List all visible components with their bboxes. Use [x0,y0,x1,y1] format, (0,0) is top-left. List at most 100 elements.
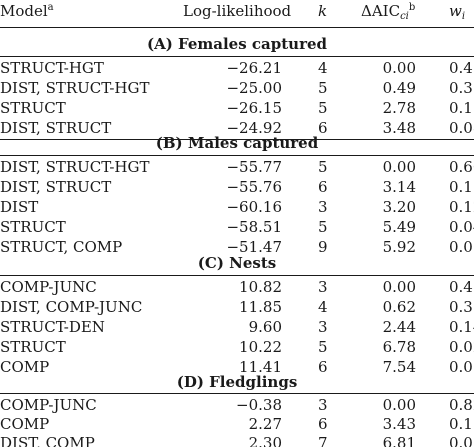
section-title-a: (A) Females captured [146,35,328,53]
delta-aic-cell: 7.54 [382,358,416,376]
k-cell: 5 [318,99,328,117]
model-cell: DIST [0,198,39,216]
section-title-d: (D) Fledglings [176,373,298,391]
log-likelihood-cell: −24.92 [226,119,282,137]
weight-cell: 0.04 [449,218,474,236]
k-cell: 3 [318,278,328,296]
delta-aic-cell: 5.49 [382,218,416,236]
log-likelihood-cell: 9.60 [248,318,282,336]
section-rule-b [0,155,474,156]
weight-cell: 0.15 [449,415,474,433]
delta-aic-cell: 0.00 [382,158,416,176]
k-cell: 3 [318,198,328,216]
weight-cell: 0.45 [449,59,474,77]
delta-aic-cell: 3.20 [382,198,416,216]
header-weight: wi [449,2,466,22]
model-cell: DIST, COMP [0,434,95,447]
model-cell: DIST, STRUCT-HGT [0,158,150,176]
log-likelihood-cell: −55.76 [226,178,282,196]
weight-cell: 0.12 [449,198,474,216]
weight-cell: 0.11 [449,99,474,117]
delta-aic-cell: 2.44 [382,318,416,336]
delta-aic-cell: 6.78 [382,338,416,356]
table-row: STRUCT −26.15 5 2.78 0.11 [0,98,474,118]
section-title-c: (C) Nests [197,254,277,272]
delta-aic-cell: 0.00 [382,278,416,296]
weight-cell: 0.47 [449,278,474,296]
log-likelihood-cell: −26.15 [226,99,282,117]
table-row: COMP 2.27 6 3.43 0.15 [0,414,474,434]
table-row: DIST −60.16 3 3.20 0.12 [0,197,474,217]
delta-aic-cell: 0.62 [382,298,416,316]
model-cell: STRUCT [0,338,66,356]
table-header-row: Modela Log-likelihood k ΔAICcib wi [0,1,474,22]
log-likelihood-cell: −60.16 [226,198,282,216]
model-cell: DIST, STRUCT-HGT [0,79,150,97]
weight-cell: 0.08 [449,119,474,137]
delta-aic-cell: 5.92 [382,238,416,256]
header-model: Modela [0,2,54,20]
k-cell: 3 [318,396,328,414]
table-row: DIST, STRUCT-HGT −55.77 5 0.00 0.60 [0,157,474,177]
section-rule-b-top [0,139,474,140]
model-cell: DIST, COMP-JUNC [0,298,143,316]
header-delta-aic: ΔAICcib [361,2,416,22]
log-likelihood-cell: −58.51 [226,218,282,236]
log-likelihood-cell: 11.41 [239,358,282,376]
weight-cell: 0.60 [449,158,474,176]
weight-cell: 0.02 [449,338,474,356]
delta-aic-cell: 0.00 [382,396,416,414]
log-likelihood-cell: −25.00 [226,79,282,97]
weight-cell: 0.82 [449,396,474,414]
model-cell: DIST, STRUCT [0,178,112,196]
log-likelihood-cell: 2.30 [248,434,282,447]
table-row: STRUCT, COMP −51.47 9 5.92 0.03 [0,237,474,257]
delta-aic-cell: 0.49 [382,79,416,97]
log-likelihood-cell: −51.47 [226,238,282,256]
log-likelihood-cell: −26.21 [226,59,282,77]
table-row: STRUCT-HGT −26.21 4 0.00 0.45 [0,58,474,78]
header-log-likelihood: Log-likelihood [183,2,292,20]
k-cell: 4 [318,298,328,316]
section-title-b: (B) Males captured [155,134,319,152]
log-likelihood-cell: 10.82 [239,278,282,296]
weight-cell: 0.13 [449,178,474,196]
k-cell: 6 [318,415,328,433]
table-row: DIST, STRUCT −24.92 6 3.48 0.08 [0,118,474,138]
model-cell: COMP [0,415,50,433]
log-likelihood-cell: 2.27 [248,415,282,433]
weight-cell: 0.03 [449,434,474,447]
log-likelihood-cell: −55.77 [226,158,282,176]
k-cell: 6 [318,178,328,196]
model-cell: STRUCT-HGT [0,59,104,77]
model-cell: COMP-JUNC [0,396,97,414]
model-cell: STRUCT [0,99,66,117]
table-row: STRUCT-DEN 9.60 3 2.44 0.14 [0,317,474,337]
weight-cell: 0.03 [449,238,474,256]
weight-cell: 0.01 [449,358,474,376]
table-row: COMP-JUNC −0.38 3 0.00 0.82 [0,395,474,415]
model-cell: STRUCT [0,218,66,236]
k-cell: 5 [318,338,328,356]
delta-aic-cell: 6.81 [382,434,416,447]
delta-aic-cell: 3.14 [382,178,416,196]
delta-aic-cell: 2.78 [382,99,416,117]
header-rule [0,27,474,28]
table-row: COMP 11.41 6 7.54 0.01 [0,357,474,377]
model-cell: COMP-JUNC [0,278,97,296]
table-row: DIST, COMP 2.30 7 6.81 0.03 [0,433,474,447]
model-cell: STRUCT-DEN [0,318,105,336]
k-cell: 6 [318,119,328,137]
delta-aic-cell: 3.43 [382,415,416,433]
model-cell: STRUCT, COMP [0,238,123,256]
table-row: DIST, STRUCT −55.76 6 3.14 0.13 [0,177,474,197]
table-row: STRUCT −58.51 5 5.49 0.04 [0,217,474,237]
table-row: STRUCT 10.22 5 6.78 0.02 [0,337,474,357]
model-cell: COMP [0,358,50,376]
k-cell: 9 [318,238,328,256]
k-cell: 4 [318,59,328,77]
weight-cell: 0.35 [449,298,474,316]
section-rule-c [0,275,474,276]
k-cell: 5 [318,158,328,176]
